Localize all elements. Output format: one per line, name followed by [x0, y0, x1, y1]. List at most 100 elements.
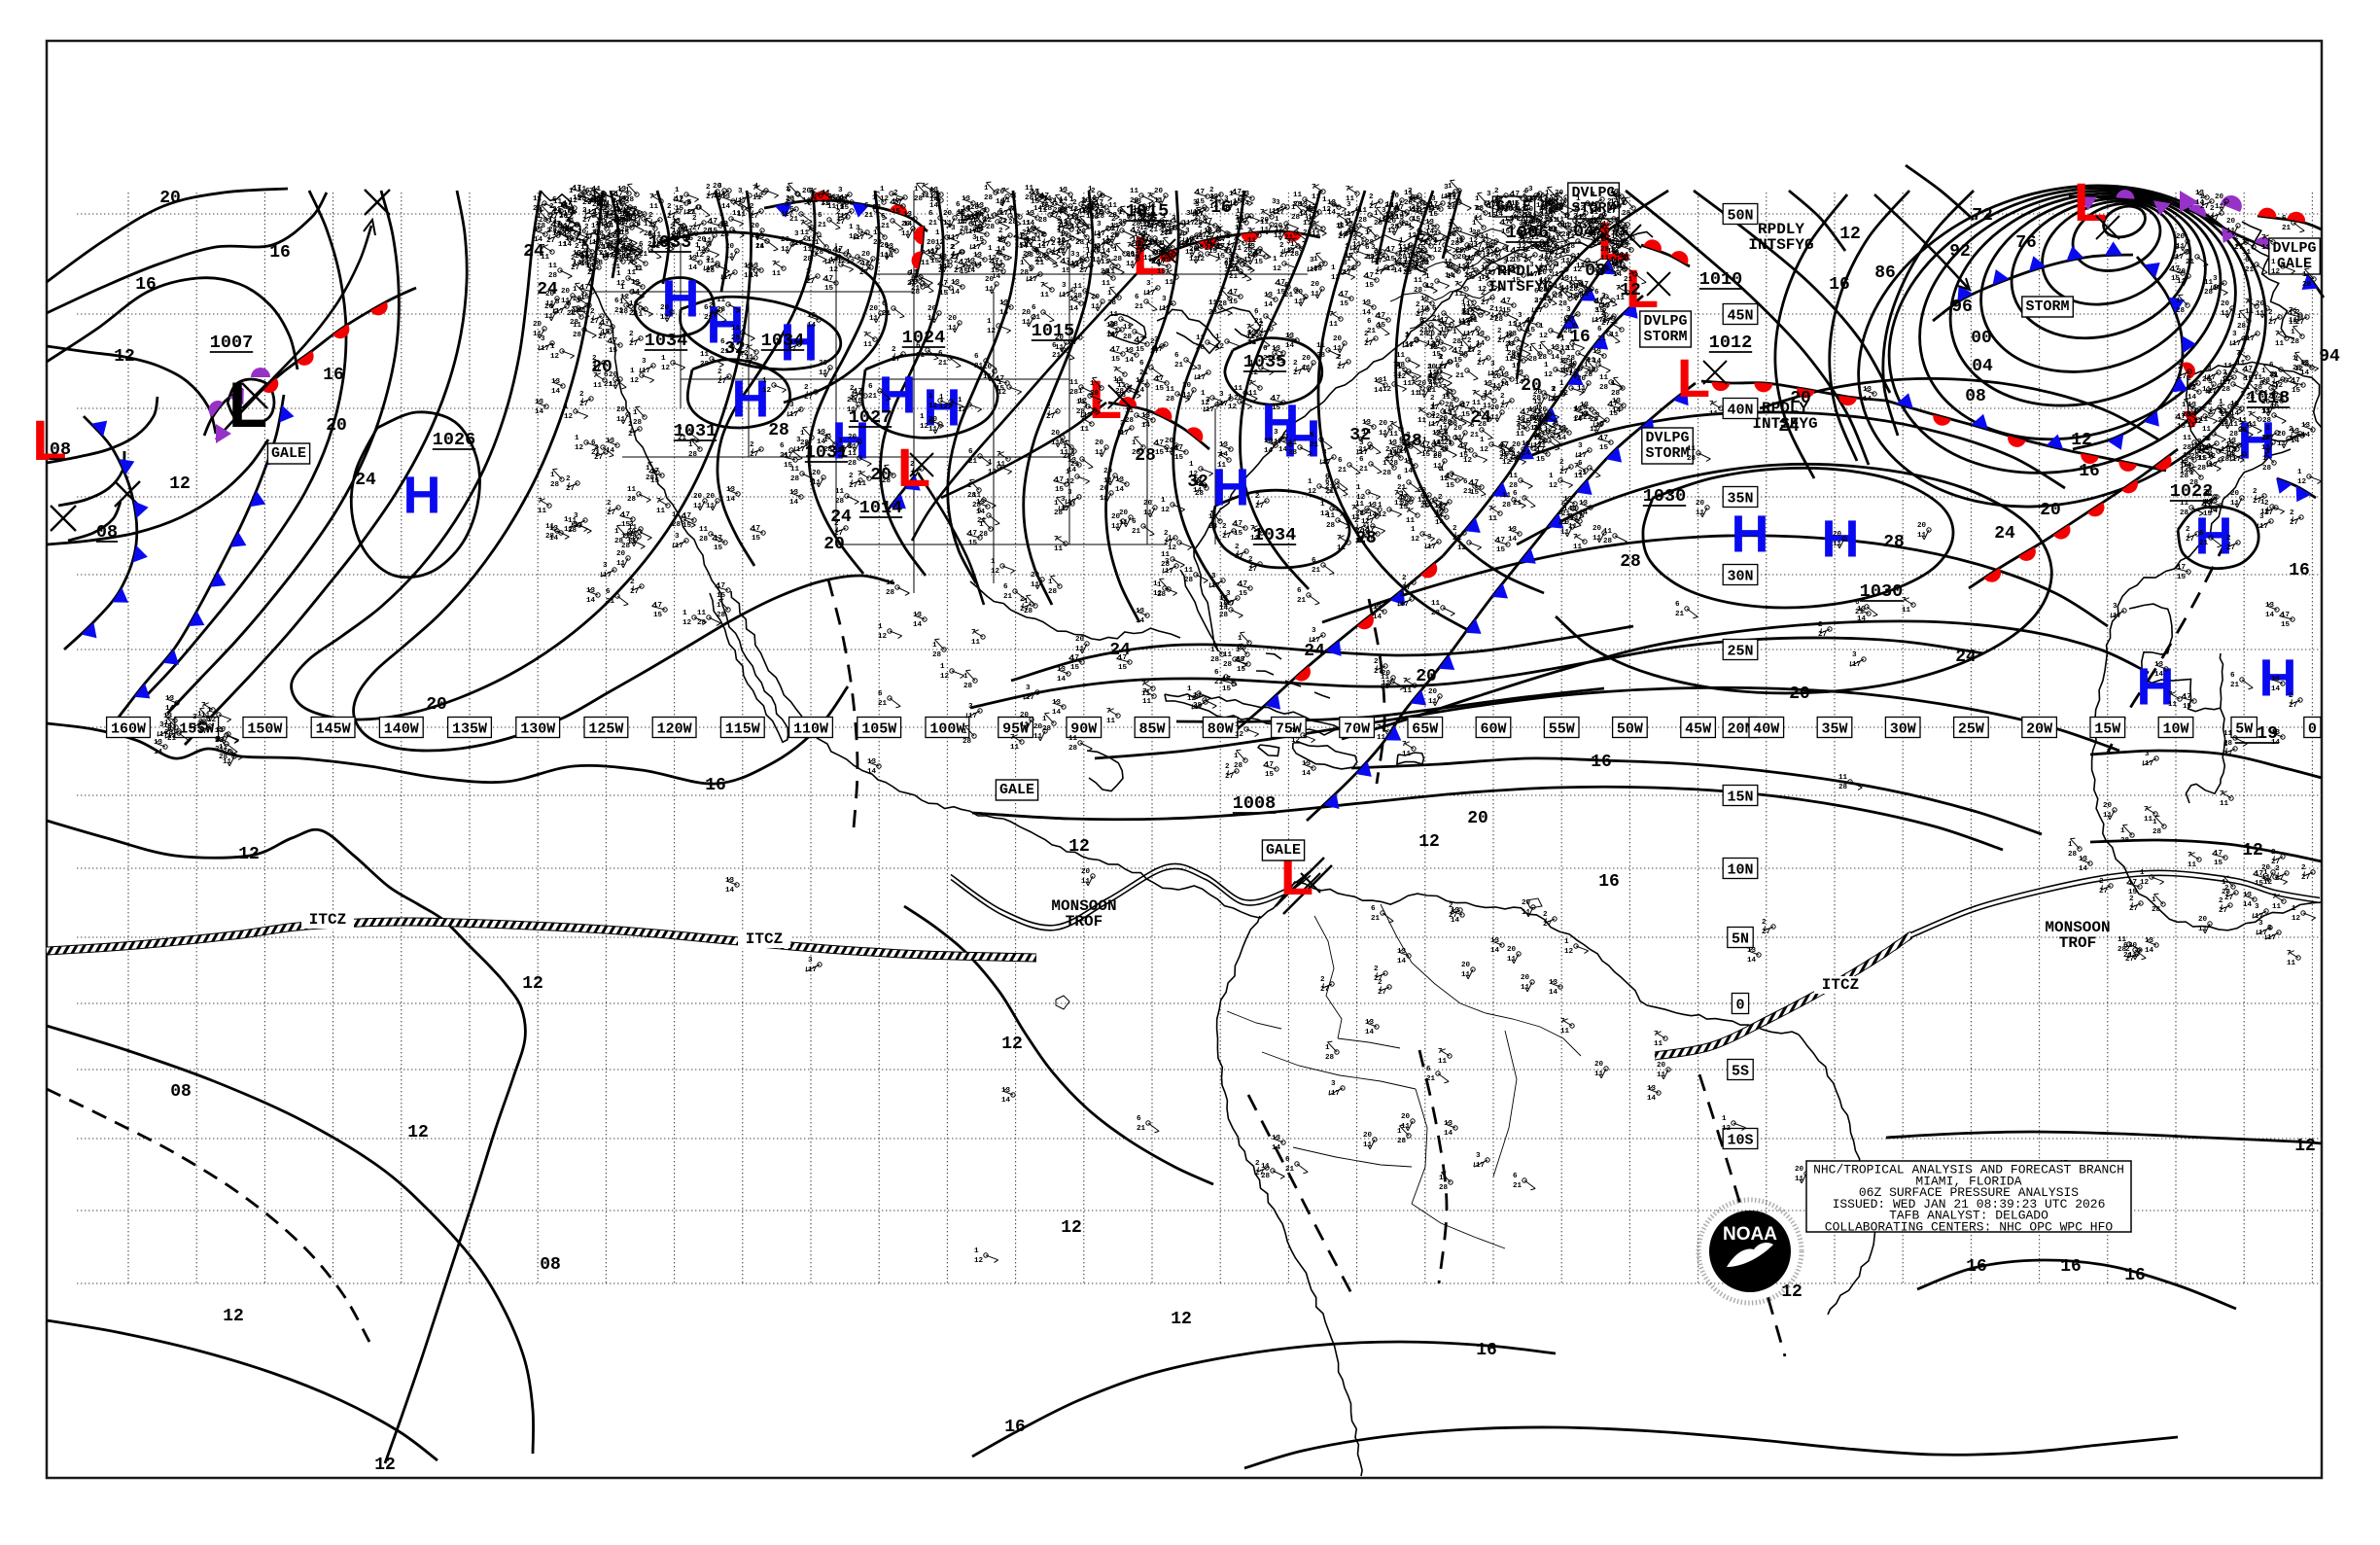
svg-text:96: 96 — [1951, 298, 1973, 317]
svg-text:86: 86 — [1874, 263, 1896, 283]
svg-text:16: 16 — [2289, 561, 2310, 580]
svg-text:08: 08 — [170, 1082, 192, 1102]
svg-text:70W: 70W — [1344, 721, 1370, 738]
svg-text:24: 24 — [1955, 648, 1977, 667]
svg-text:1007: 1007 — [210, 333, 253, 353]
svg-text:STORM: STORM — [2025, 298, 2069, 315]
svg-text:30N: 30N — [1727, 569, 1753, 585]
svg-text:75W: 75W — [1276, 721, 1302, 738]
svg-text:16: 16 — [1476, 1341, 1497, 1360]
svg-text:1034: 1034 — [1253, 525, 1296, 545]
svg-text:1022: 1022 — [2170, 481, 2213, 502]
svg-text:28: 28 — [1620, 552, 1641, 572]
svg-text:08: 08 — [96, 522, 118, 543]
svg-text:H: H — [879, 366, 917, 424]
svg-text:25N: 25N — [1727, 644, 1753, 660]
svg-text:16: 16 — [2079, 462, 2100, 481]
svg-text:ISSUED: WED JAN 21 08:39:23 UT: ISSUED: WED JAN 21 08:39:23 UTC 2026 — [1833, 1197, 2106, 1211]
svg-text:MONSOON: MONSOON — [2045, 919, 2110, 936]
svg-text:140W: 140W — [384, 721, 419, 738]
svg-text:ITCZ: ITCZ — [309, 911, 346, 929]
svg-text:TROF: TROF — [1066, 913, 1102, 931]
svg-text:12: 12 — [238, 845, 260, 864]
svg-text:GALE: GALE — [999, 782, 1034, 798]
svg-text:24: 24 — [355, 471, 376, 490]
svg-text:06Z SURFACE PRESSURE ANALYSIS: 06Z SURFACE PRESSURE ANALYSIS — [1859, 1185, 2079, 1200]
svg-text:15N: 15N — [1727, 790, 1753, 806]
svg-text:04: 04 — [1972, 357, 1993, 376]
svg-text:20: 20 — [2040, 501, 2061, 520]
svg-text:32: 32 — [724, 339, 746, 359]
svg-text:130W: 130W — [520, 721, 555, 738]
svg-text:COLLABORATING CENTERS: NHC OPC: COLLABORATING CENTERS: NHC OPC WPC HFO — [1825, 1220, 2114, 1235]
svg-text:16: 16 — [1591, 753, 1612, 772]
svg-text:50N: 50N — [1727, 208, 1753, 225]
svg-text:80W: 80W — [1208, 721, 1234, 738]
svg-text:RPDLY: RPDLY — [1762, 400, 1808, 417]
svg-text:ITCZ: ITCZ — [746, 931, 783, 948]
svg-text:24: 24 — [523, 242, 544, 262]
svg-text:H: H — [403, 466, 441, 524]
svg-text:DVLPG: DVLPG — [2272, 240, 2316, 257]
svg-text:20W: 20W — [2026, 721, 2052, 738]
svg-text:1034: 1034 — [645, 331, 687, 351]
svg-text:16: 16 — [323, 366, 344, 385]
svg-text:16: 16 — [2060, 1257, 2082, 1277]
svg-text:GALE: GALE — [1266, 842, 1301, 859]
svg-text:08: 08 — [540, 1255, 561, 1275]
svg-text:50W: 50W — [1617, 721, 1643, 738]
svg-text:1030: 1030 — [1860, 581, 1903, 602]
svg-text:0: 0 — [2308, 721, 2317, 738]
svg-text:16: 16 — [1598, 872, 1620, 892]
svg-text:160W: 160W — [111, 721, 146, 738]
svg-text:12: 12 — [1001, 1035, 1023, 1054]
svg-text:12: 12 — [1781, 1282, 1802, 1302]
svg-text:20: 20 — [326, 416, 347, 436]
svg-text:16: 16 — [705, 776, 726, 795]
svg-text:20: 20 — [823, 535, 845, 554]
svg-text:16: 16 — [135, 275, 157, 295]
svg-text:1027: 1027 — [849, 407, 892, 428]
svg-text:NHC/TROPICAL ANALYSIS AND FORE: NHC/TROPICAL ANALYSIS AND FORECAST BRANC… — [1813, 1163, 2124, 1177]
svg-text:76: 76 — [2015, 233, 2037, 253]
svg-text:40W: 40W — [1753, 721, 1779, 738]
svg-text:L: L — [2074, 171, 2107, 232]
svg-text:5N: 5N — [1732, 931, 1749, 948]
svg-text:L: L — [32, 409, 66, 473]
svg-text:10W: 10W — [2162, 721, 2188, 738]
svg-text:85W: 85W — [1138, 721, 1165, 738]
svg-text:08: 08 — [1965, 387, 1986, 406]
svg-text:1026: 1026 — [433, 430, 475, 450]
svg-text:12: 12 — [2071, 431, 2092, 450]
svg-text:135W: 135W — [452, 721, 487, 738]
svg-text:30W: 30W — [1890, 721, 1916, 738]
svg-text:1030: 1030 — [1643, 486, 1686, 507]
svg-text:24: 24 — [1304, 642, 1325, 661]
svg-text:72: 72 — [1972, 206, 1993, 226]
svg-text:12: 12 — [2242, 841, 2263, 860]
svg-text:115W: 115W — [725, 721, 760, 738]
svg-text:12: 12 — [522, 974, 543, 994]
svg-text:16: 16 — [1569, 328, 1591, 347]
svg-text:00: 00 — [1971, 329, 1992, 348]
svg-text:24: 24 — [1778, 417, 1800, 437]
svg-text:20: 20 — [1790, 389, 1811, 408]
svg-text:H: H — [1822, 509, 1860, 568]
svg-text:150W: 150W — [247, 721, 282, 738]
svg-text:35W: 35W — [1821, 721, 1847, 738]
svg-text:20: 20 — [1416, 667, 1437, 686]
svg-text:12: 12 — [223, 1307, 244, 1326]
svg-text:28: 28 — [1883, 533, 1905, 552]
svg-text:12: 12 — [374, 1456, 396, 1475]
svg-text:12: 12 — [114, 347, 135, 367]
svg-text:STORM: STORM — [1643, 329, 1687, 345]
svg-text:L: L — [1677, 347, 1710, 408]
svg-text:ITCZ: ITCZ — [1822, 976, 1859, 994]
svg-text:10N: 10N — [1727, 862, 1753, 879]
svg-text:125W: 125W — [588, 721, 623, 738]
svg-text:12: 12 — [2294, 1137, 2316, 1156]
svg-text:5W: 5W — [2235, 721, 2253, 738]
svg-text:INTSFYG: INTSFYG — [1748, 236, 1813, 254]
svg-text:1034: 1034 — [761, 331, 804, 351]
svg-text:TAFB ANALYST: DELGADO: TAFB ANALYST: DELGADO — [1889, 1209, 2048, 1223]
